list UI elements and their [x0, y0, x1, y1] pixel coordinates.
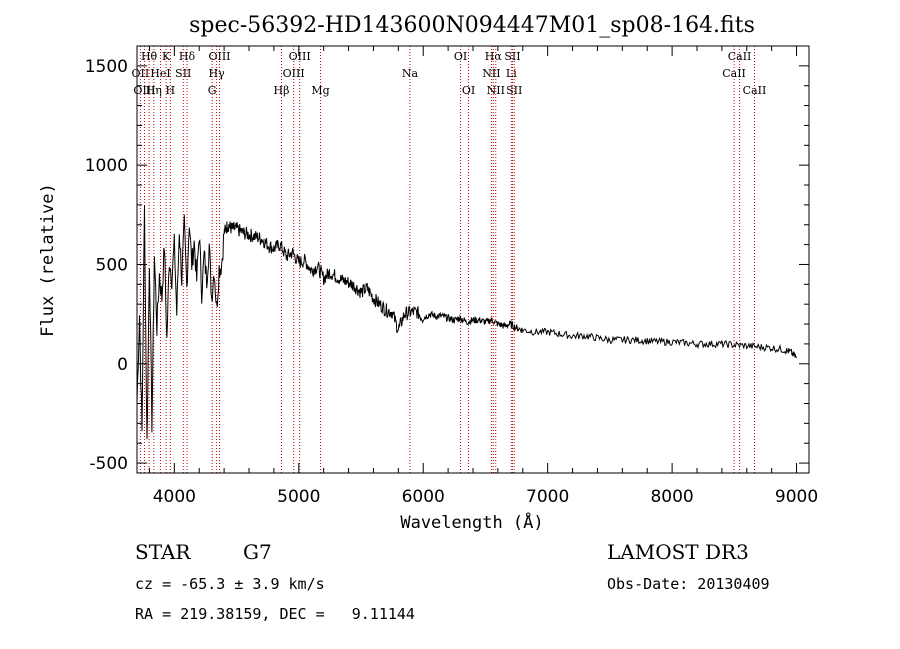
emission-line-label: NII — [482, 67, 500, 80]
x-axis-ticks: 4000 5000 6000 7000 8000 9000 — [148, 46, 818, 507]
flux-series-line — [136, 205, 798, 440]
emission-line-label: Na — [402, 67, 419, 80]
y-tick-label: 1500 — [85, 57, 128, 77]
emission-line-label: OII — [132, 67, 150, 80]
x-tick-label: 8000 — [650, 487, 693, 507]
plot-frame — [136, 45, 810, 474]
emission-line-label: Hθ — [141, 50, 158, 63]
emission-line-markers — [139, 46, 755, 473]
y-axis-label: Flux (relative) — [38, 183, 58, 337]
emission-line-label: Hα — [485, 50, 503, 63]
y-tick-label: 1000 — [85, 156, 128, 176]
emission-line-label: G — [208, 84, 217, 97]
emission-line-label: Hγ — [209, 67, 226, 80]
emission-line-label: OIII — [208, 50, 230, 63]
emission-line-label: HeI — [150, 67, 170, 80]
y-tick-label: 0 — [117, 355, 128, 375]
emission-line-label: Mg — [311, 84, 329, 97]
emission-line-label: CaII — [743, 84, 767, 97]
emission-line-label: SII — [506, 84, 522, 97]
object-class: STAR — [135, 540, 191, 564]
emission-line-label: Hδ — [179, 50, 196, 63]
obs-date-text: Obs-Date: 20130409 — [607, 575, 770, 593]
x-tick-label: 7000 — [526, 487, 569, 507]
x-tick-label: 6000 — [402, 487, 445, 507]
x-tick-label: 5000 — [277, 487, 320, 507]
emission-line-label: K — [162, 50, 171, 63]
emission-line-label: CaII — [722, 67, 746, 80]
redshift-text: cz = -65.3 ± 3.9 km/s — [135, 575, 325, 593]
emission-line-label: OI — [462, 84, 475, 97]
emission-line-label: H — [166, 84, 176, 97]
emission-line-label: SII — [175, 67, 191, 80]
emission-line-label: OIII — [133, 84, 155, 97]
emission-line-label: CaII — [728, 50, 752, 63]
y-tick-label: 500 — [96, 255, 128, 275]
emission-line-label: Hβ — [274, 84, 290, 97]
emission-line-label: Li — [506, 67, 517, 80]
chart-title: spec-56392-HD143600N094447M01_sp08-164.f… — [189, 13, 755, 38]
survey-name: LAMOST DR3 — [607, 540, 749, 564]
object-subclass: G7 — [243, 540, 272, 564]
emission-line-label: OIII — [283, 67, 305, 80]
emission-line-label: OI — [454, 50, 467, 63]
emission-line-label: Hη — [146, 84, 162, 97]
emission-line-label: NII — [487, 84, 505, 97]
emission-line-label: SII — [504, 50, 520, 63]
y-axis-ticks: -500 0 500 1000 1500 — [85, 57, 809, 474]
y-tick-label: -500 — [89, 454, 128, 474]
x-axis-label: Wavelength (Å) — [400, 511, 543, 533]
x-tick-label: 4000 — [153, 487, 196, 507]
x-tick-label: 9000 — [775, 487, 818, 507]
emission-line-label: OIII — [289, 50, 311, 63]
coordinates-text: RA = 219.38159, DEC = 9.11144 — [135, 605, 415, 623]
